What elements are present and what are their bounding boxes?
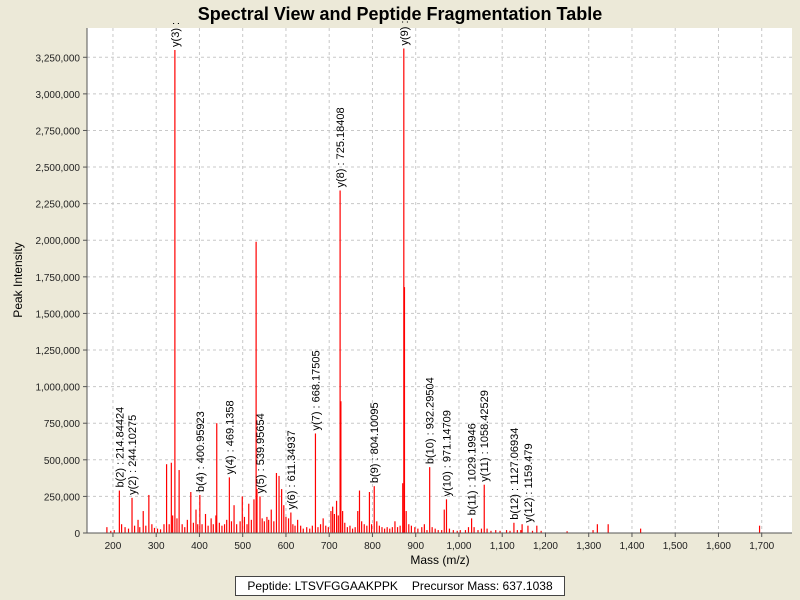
- x-tick-label: 600: [278, 541, 295, 552]
- x-axis-label: Mass (m/z): [410, 553, 469, 567]
- x-tick-label: 1,200: [533, 541, 558, 552]
- x-tick-label: 200: [105, 541, 122, 552]
- precursor-mass: Precursor Mass: 637.1038: [411, 579, 553, 593]
- y-tick-label: 3,250,000: [36, 53, 81, 64]
- y-tick-label: 1,250,000: [36, 346, 81, 357]
- x-tick-label: 900: [407, 541, 424, 552]
- x-tick-label: 1,100: [490, 541, 515, 552]
- peptide-sequence: Peptide: LTSVFGGAAKPPK: [247, 579, 398, 593]
- x-tick-label: 500: [234, 541, 251, 552]
- grid: [87, 28, 792, 533]
- peak-label: y(11) : 1058.42529: [479, 390, 491, 482]
- y-tick-label: 2,750,000: [36, 126, 81, 137]
- peak-label: y(7) : 668.17505: [310, 350, 322, 430]
- y-tick-label: 500,000: [44, 456, 81, 467]
- y-axis-ticks: 0 250,000 500,000 750,000 1,000,000 1,250,000…: [36, 53, 87, 540]
- peak-label: y(10) : 971.14709: [441, 410, 453, 496]
- y-tick-label: 250,000: [44, 492, 81, 503]
- peak-label: y(8) : 725.18408: [335, 107, 347, 187]
- y-tick-label: 2,250,000: [36, 200, 81, 211]
- y-tick-label: 3,000,000: [36, 90, 81, 101]
- y-tick-label: 2,500,000: [36, 163, 81, 174]
- peak-label: b(4) : 400.95923: [195, 411, 207, 492]
- peak-label: y(3) :: [170, 22, 182, 47]
- peak-label: y(6) : 611.34937: [286, 430, 298, 509]
- peak-label: b(2) : 214.84424: [114, 407, 126, 488]
- x-tick-label: 1,300: [576, 541, 601, 552]
- y-tick-label: 1,750,000: [36, 273, 81, 284]
- x-tick-label: 300: [148, 541, 165, 552]
- x-tick-label: 800: [364, 541, 381, 552]
- peak-label: y(4) : 469.1358: [224, 400, 236, 474]
- peak-label: y(12) : 1159.479: [523, 443, 535, 522]
- peak-label: b(12) : 1127.06934: [509, 428, 521, 520]
- peptide-info-box: Peptide: LTSVFGGAAKPPK Precursor Mass: 6…: [235, 576, 565, 596]
- y-tick-label: 2,000,000: [36, 236, 81, 247]
- y-tick-label: 1,000,000: [36, 383, 81, 394]
- x-tick-label: 700: [321, 541, 338, 552]
- peak-label: b(10) : 932.29504: [425, 377, 437, 464]
- peak-label: b(11) : 1029.19946: [467, 423, 479, 515]
- y-tick-label: 0: [74, 529, 80, 540]
- x-tick-label: 400: [191, 541, 208, 552]
- y-axis-label: Peak Intensity: [11, 242, 25, 317]
- y-tick-label: 1,500,000: [36, 309, 81, 320]
- x-tick-label: 1,400: [619, 541, 644, 552]
- x-tick-label: 1,600: [706, 541, 731, 552]
- x-axis-ticks: 200 300 400 500 600 700 800 900 1,000 1,100 1,200 1…: [105, 533, 775, 552]
- peak-annotations: b(2) : 214.84424 y(2) : 244.10275 y(3) : b(…: [114, 20, 535, 522]
- y-tick-label: 750,000: [44, 419, 81, 430]
- x-tick-label: 1,000: [446, 541, 471, 552]
- x-tick-label: 1,700: [749, 541, 774, 552]
- peak-label: y(2) : 244.10275: [127, 415, 139, 495]
- x-tick-label: 1,500: [663, 541, 688, 552]
- peak-label: b(9) : 804.10095: [369, 402, 381, 483]
- chart-title: Spectral View and Peptide Fragmentation …: [198, 4, 602, 24]
- peak-label: y(9) :: [399, 20, 411, 45]
- plot-area: [87, 28, 792, 533]
- peak-label: y(5) : 539.95654: [255, 413, 267, 493]
